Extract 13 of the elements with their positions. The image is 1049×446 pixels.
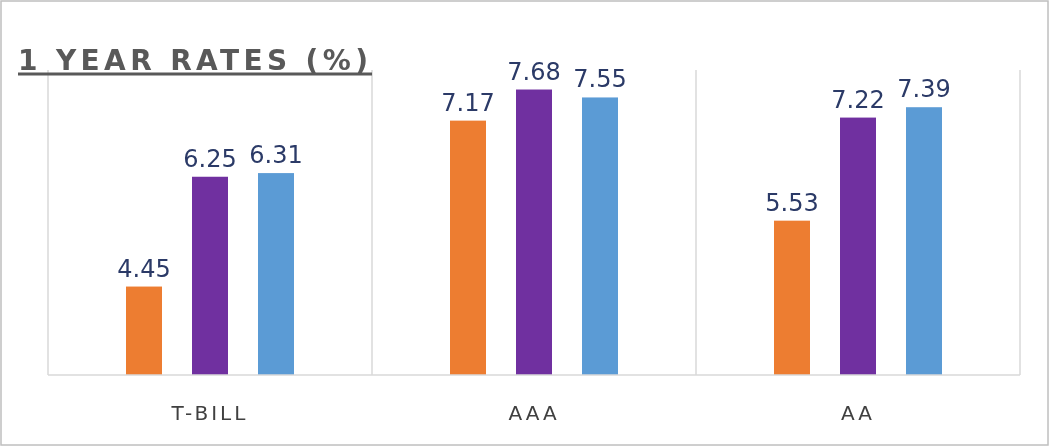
x-tick-label: AAA [508, 401, 560, 425]
data-label: 6.25 [183, 144, 237, 173]
data-label: 5.53 [765, 188, 819, 217]
x-tick-label: T-BILL [170, 401, 249, 425]
data-label: 6.31 [249, 141, 303, 170]
data-label: 7.68 [507, 57, 561, 86]
data-label: 7.22 [831, 85, 885, 114]
data-label: 4.45 [117, 254, 171, 283]
x-tick-label: AA [841, 401, 875, 425]
data-label: 7.17 [441, 88, 495, 117]
data-label: 7.39 [897, 75, 951, 104]
data-label: 7.55 [573, 65, 627, 94]
chart-title: 1 YEAR RATES (%) [18, 44, 368, 77]
